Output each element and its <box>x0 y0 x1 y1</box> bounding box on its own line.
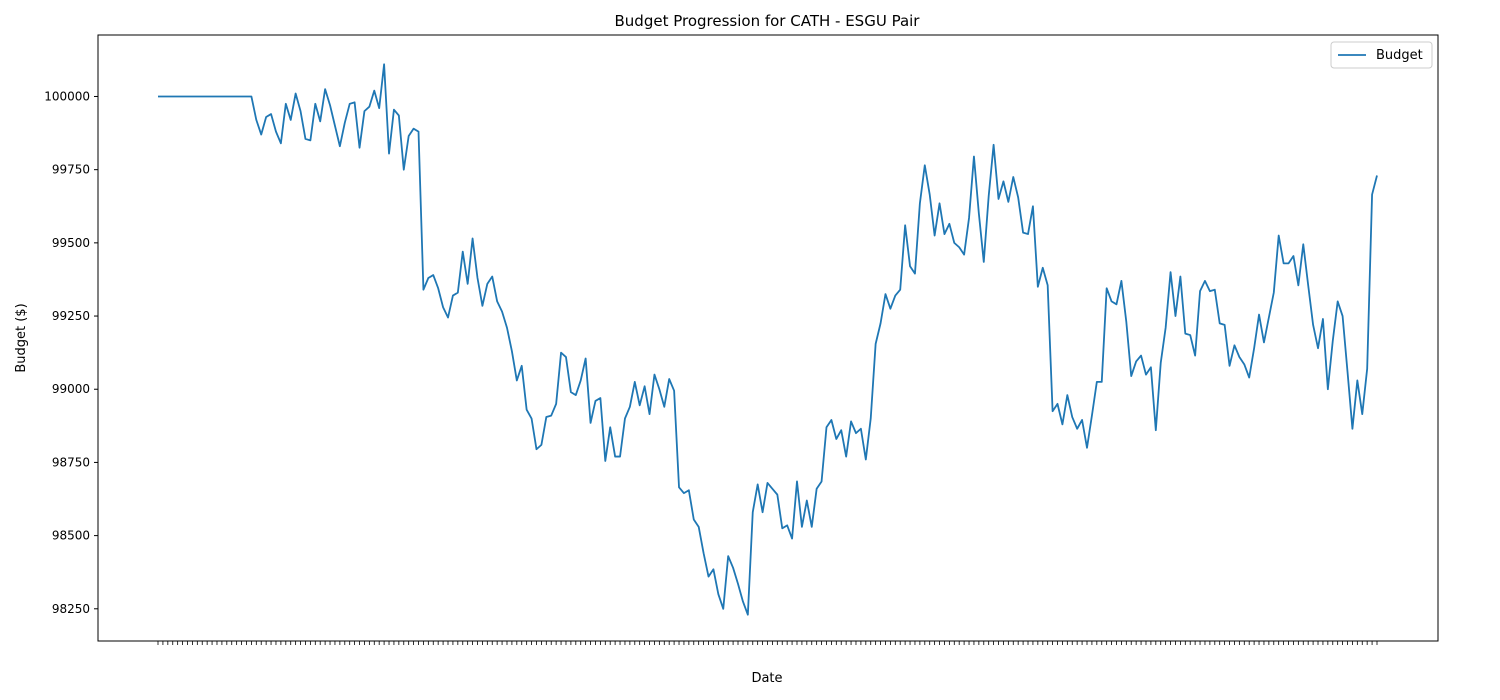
y-tick-label: 98500 <box>52 529 90 543</box>
plot-frame <box>97 34 1439 642</box>
y-tick-label: 98750 <box>52 455 90 469</box>
chart-title: Budget Progression for CATH - ESGU Pair <box>615 12 921 30</box>
y-tick-label: 99000 <box>52 382 90 396</box>
x-axis-ticks <box>157 641 1378 645</box>
y-tick-label: 100000 <box>44 89 90 103</box>
y-tick-label: 99250 <box>52 309 90 323</box>
y-tick-label: 99750 <box>52 163 90 177</box>
y-axis-ticks: 98250 98500 98750 99000 99250 99500 99750 10000… <box>44 89 98 616</box>
budget-series-line <box>158 63 1378 616</box>
legend-label: Budget <box>1376 48 1423 63</box>
legend-box <box>1330 41 1433 69</box>
x-axis-label: Date <box>751 671 782 686</box>
y-tick-label: 98250 <box>52 602 90 616</box>
y-axis-label: Budget ($) <box>14 303 29 372</box>
legend: Budget <box>1330 41 1433 69</box>
y-tick-label: 99500 <box>52 236 90 250</box>
